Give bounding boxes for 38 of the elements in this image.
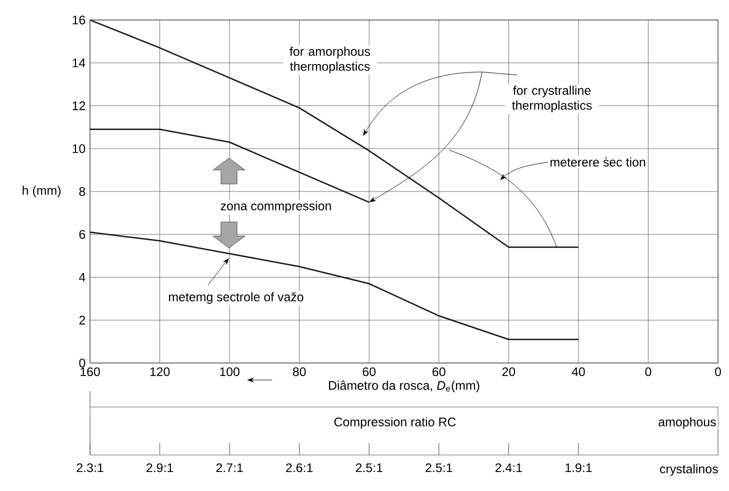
y-axis-title: h (mm) xyxy=(22,186,61,198)
text: 2.4:1 xyxy=(495,463,522,472)
annotation: for crystralline thermoplastics xyxy=(512,86,592,112)
x-tick-label: 60 xyxy=(432,367,446,376)
annotation: metemg sectrole of važo xyxy=(169,292,304,304)
x-tick-label: 100 xyxy=(220,367,240,376)
y-tick-label: 6 xyxy=(79,230,86,239)
y-tick-label: 10 xyxy=(72,144,86,154)
x-axis-title: Diâmetro da rosca, D$_{e}$(mm) xyxy=(328,380,480,392)
y-tick-label: 14 xyxy=(72,58,86,68)
y-tick-label: 16 xyxy=(72,16,86,24)
x-tick-label: 120 xyxy=(150,367,170,376)
text: 2.7:1 xyxy=(216,463,243,472)
text: 2.9:1 xyxy=(146,463,174,472)
x-tick-label: 0 xyxy=(715,367,721,376)
text: 2.6:1 xyxy=(286,463,313,472)
y-tick-label: 4 xyxy=(79,272,86,282)
text: 2.5:1 xyxy=(356,463,382,472)
annotation: meterere ṡec tion xyxy=(550,157,646,167)
x-tick-label: 80 xyxy=(292,367,306,376)
y-tick-label: 12 xyxy=(72,101,86,110)
annotation: zona commpression xyxy=(220,201,331,213)
text: Compression ratio RC xyxy=(334,417,456,429)
x-tick-label: 60 xyxy=(362,367,376,376)
y-tick-label: 0 xyxy=(79,358,86,368)
x-tick-label: 160 xyxy=(80,367,100,376)
text: 2.3:1 xyxy=(76,463,104,472)
text: 2.5:1 xyxy=(426,463,452,472)
text: amophous xyxy=(658,417,716,429)
x-tick-label: 40 xyxy=(572,367,585,376)
y-tick-label: 8 xyxy=(79,187,86,196)
annotation: for amorphous thermoplastics xyxy=(290,46,370,74)
x-tick-label: 0 xyxy=(645,367,652,376)
text: 1.9:1 xyxy=(566,463,592,472)
y-tick-label: 2 xyxy=(79,316,86,324)
line-series xyxy=(89,232,580,340)
x-tick-label: 20 xyxy=(502,367,516,376)
text: crystalinos xyxy=(660,464,718,476)
